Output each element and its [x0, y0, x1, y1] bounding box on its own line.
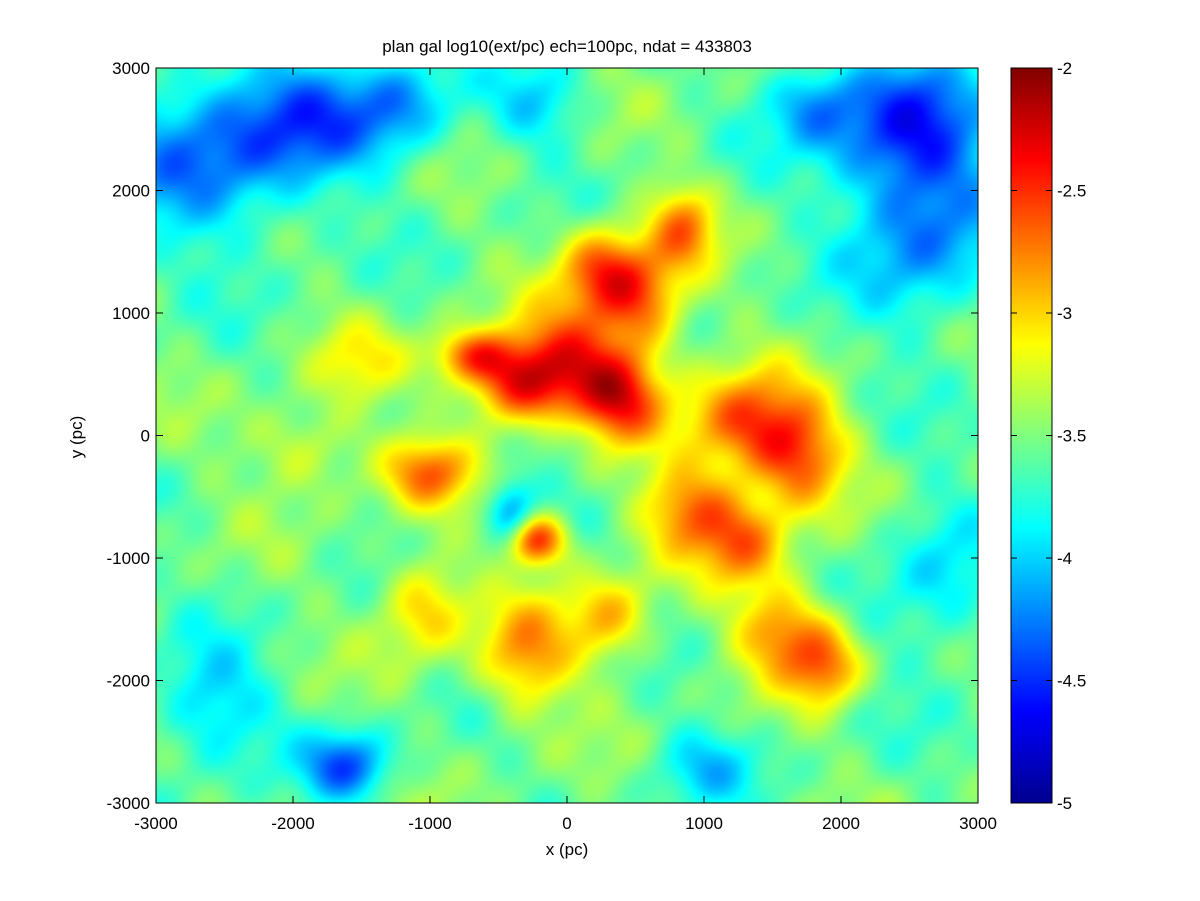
colorbar-tick-label: -4.5 — [1057, 672, 1086, 691]
x-tick-label: -3000 — [134, 814, 177, 833]
colorbar-scale — [1010, 67, 1053, 804]
heatmap-image — [156, 68, 978, 803]
chart-title: plan gal log10(ext/pc) ech=100pc, ndat =… — [382, 37, 752, 56]
y-tick-label: 2000 — [112, 182, 150, 201]
colorbar-tick-label: -2 — [1057, 59, 1072, 78]
y-tick-label: 0 — [141, 427, 150, 446]
y-tick-label: -1000 — [107, 549, 150, 568]
colorbar-ticks: -5 -4.5 -4 -3.5 -3 -2.5 -2 — [1011, 59, 1086, 813]
y-tick-label: -2000 — [107, 672, 150, 691]
y-tick-label: 3000 — [112, 59, 150, 78]
colorbar-tick-label: -4 — [1057, 549, 1072, 568]
colorbar-tick-label: -3.5 — [1057, 427, 1086, 446]
colorbar-tick-label: -5 — [1057, 794, 1072, 813]
colorbar-tick-label: -3 — [1057, 304, 1072, 323]
x-tick-label: 1000 — [685, 814, 723, 833]
x-tick-label: 2000 — [822, 814, 860, 833]
x-tick-label: -2000 — [271, 814, 314, 833]
y-tick-label: 1000 — [112, 304, 150, 323]
x-tick-label: 3000 — [959, 814, 997, 833]
y-tick-label: -3000 — [107, 794, 150, 813]
x-axis-label: x (pc) — [546, 840, 589, 859]
x-tick-label: 0 — [562, 814, 571, 833]
plot-area — [155, 67, 979, 804]
y-axis-label: y (pc) — [67, 416, 86, 459]
colorbar-tick-label: -2.5 — [1057, 182, 1086, 201]
y-axis-ticks: -3000 -2000 -1000 0 1000 2000 3000 — [107, 59, 978, 813]
colorbar: -5 -4.5 -4 -3.5 -3 -2.5 -2 — [1010, 59, 1086, 813]
x-tick-label: -1000 — [408, 814, 451, 833]
x-axis-ticks: -3000 -2000 -1000 0 1000 2000 3000 — [134, 68, 997, 833]
